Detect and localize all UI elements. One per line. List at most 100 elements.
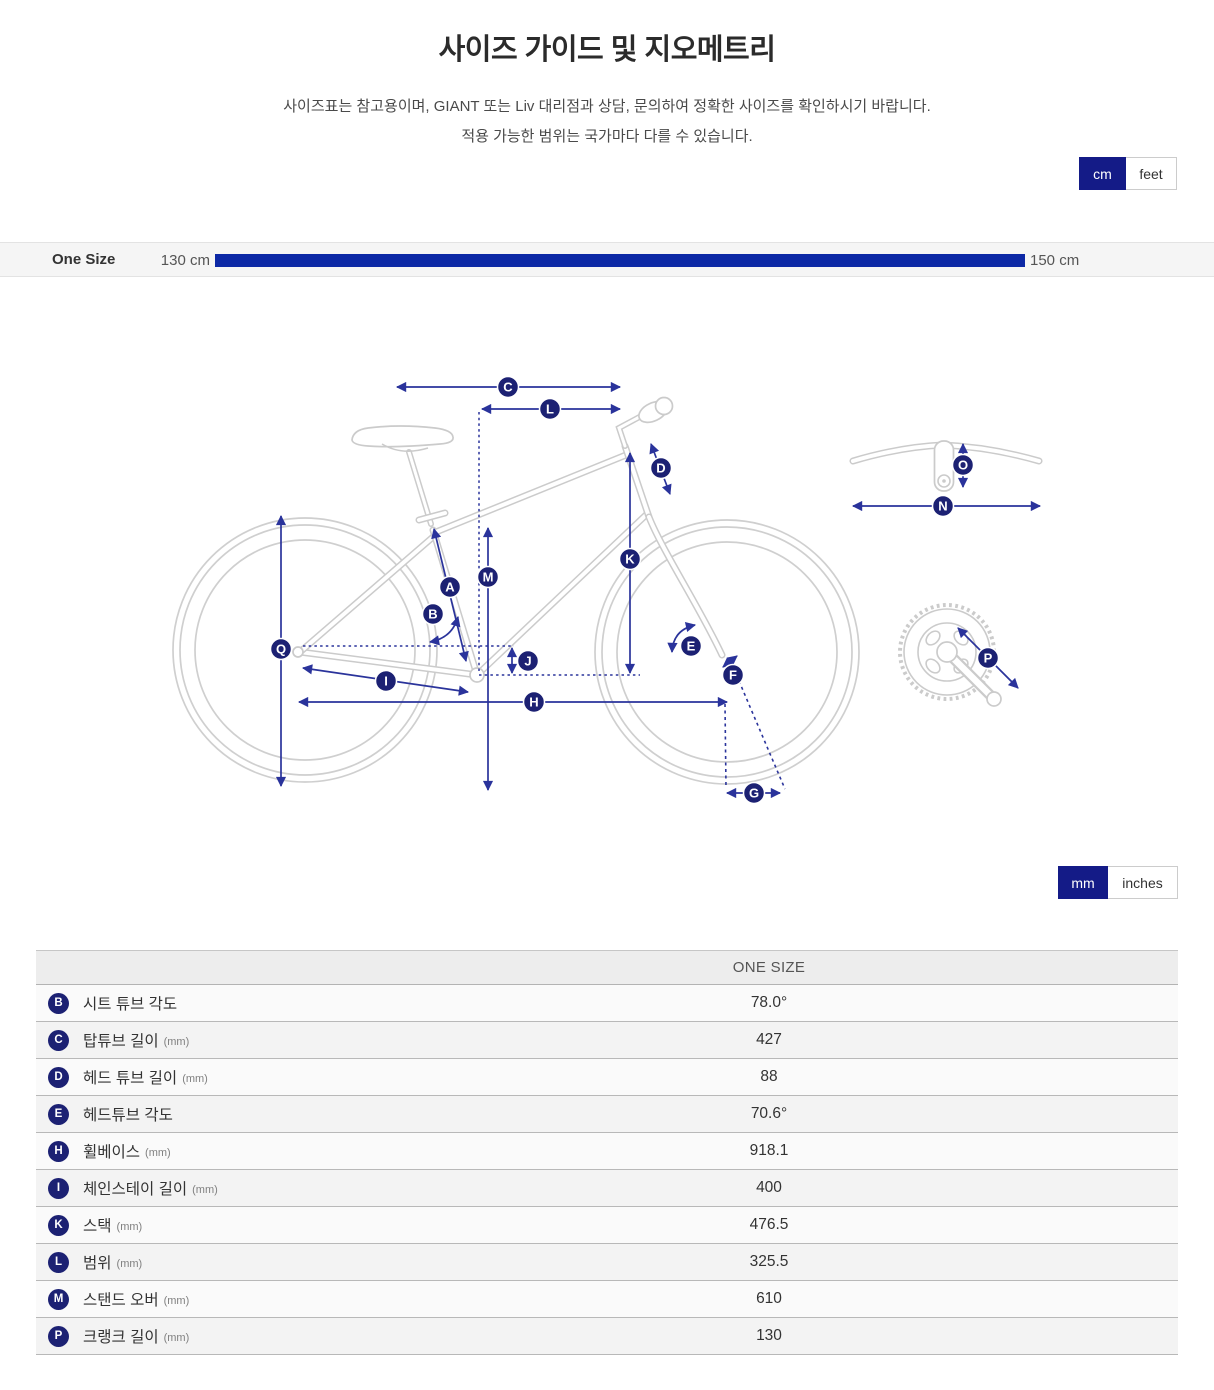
trail-vertical-line [724, 703, 727, 789]
mm-toggle-button[interactable]: mm [1058, 866, 1108, 899]
row-label: 범위 [83, 1255, 112, 1272]
diagram-label-h: H [522, 690, 546, 714]
diagram-label-g: G [742, 781, 766, 805]
table-row: D 헤드 튜브 길이 (mm) 88 [36, 1059, 1178, 1096]
header-spacer-cell [36, 951, 360, 984]
row-label-cell: E 헤드튜브 각도 [36, 1103, 360, 1125]
size-max-value: 150 cm [1030, 252, 1080, 269]
subtitle-line-1: 사이즈표는 참고용이며, GIANT 또는 Liv 대리점과 상담, 문의하여 … [283, 98, 931, 115]
row-label-cell: C 탑튜브 길이 (mm) [36, 1029, 360, 1051]
row-value: 325.5 [749, 1253, 789, 1270]
row-unit: (mm) [116, 1220, 143, 1233]
diagram-label-f: F [721, 663, 745, 687]
svg-text:F: F [729, 668, 737, 683]
dim-fork-offset [722, 655, 738, 668]
svg-text:O: O [958, 458, 968, 473]
row-unit: (mm) [163, 1294, 190, 1307]
diagram-label-e: E [679, 634, 703, 658]
dim-head-angle-arc [667, 622, 696, 654]
diagram-label-j: J [516, 649, 540, 673]
row-value: 78.0° [750, 994, 788, 1011]
svg-text:B: B [428, 607, 437, 622]
diagram-label-a: A [438, 575, 462, 599]
svg-text:L: L [546, 402, 554, 417]
steering-axis-line [738, 680, 786, 790]
row-value: 918.1 [749, 1142, 789, 1159]
svg-text:A: A [445, 580, 455, 595]
svg-text:D: D [656, 461, 665, 476]
row-unit: (mm) [192, 1183, 218, 1196]
svg-text:K: K [625, 552, 635, 567]
cm-toggle-button[interactable]: cm [1079, 157, 1126, 190]
svg-text:M: M [483, 570, 494, 585]
row-letter-badge: M [48, 1288, 69, 1310]
row-value: 476.5 [749, 1216, 789, 1233]
row-label: 헤드 튜브 길이 [83, 1070, 178, 1087]
row-letter-badge: H [48, 1140, 69, 1162]
row-label: 스택 [83, 1218, 112, 1235]
front-wheel-drawing [594, 519, 860, 785]
row-letter-badge: B [48, 992, 69, 1014]
inches-toggle-button[interactable]: inches [1108, 866, 1178, 899]
row-value: 70.6° [750, 1105, 788, 1122]
geometry-diagram: C L D A B M K Q J I H E F G O N P [172, 375, 1043, 805]
svg-text:I: I [384, 674, 388, 689]
row-label: 탑튜브 길이 [83, 1033, 159, 1050]
svg-text:P: P [984, 651, 993, 666]
diagram-label-k: K [618, 547, 642, 571]
height-unit-toggle: cm feet [1079, 157, 1177, 190]
row-label: 휠베이스 [83, 1144, 141, 1161]
table-row: I 체인스테이 길이 (mm) 400 [36, 1170, 1178, 1207]
table-row: P 크랭크 길이 (mm) 130 [36, 1318, 1178, 1355]
table-row: M 스탠드 오버 (mm) 610 [36, 1281, 1178, 1318]
row-label: 스탠드 오버 [83, 1292, 159, 1309]
one-size-label: One Size [52, 251, 116, 268]
row-letter-badge: E [48, 1103, 69, 1125]
table-row: C 탑튜브 길이 (mm) 427 [36, 1022, 1178, 1059]
table-row: E 헤드튜브 각도 70.6° [36, 1096, 1178, 1133]
diagram-label-c: C [496, 375, 520, 399]
feet-toggle-button[interactable]: feet [1126, 157, 1177, 190]
diagram-label-q: Q [269, 637, 293, 661]
dim-seat-angle-arc [428, 616, 461, 646]
diagram-label-n: N [931, 494, 955, 518]
row-letter-badge: I [48, 1177, 69, 1199]
row-unit: (mm) [163, 1331, 190, 1344]
row-unit: (mm) [145, 1146, 171, 1159]
svg-text:G: G [749, 786, 759, 801]
row-label-cell: L 범위 (mm) [36, 1251, 360, 1273]
row-value: 88 [760, 1068, 778, 1085]
geometry-table-body: B 시트 튜브 각도 78.0° C 탑튜브 길이 (mm) 427 D 헤드 … [36, 985, 1178, 1355]
table-row: B 시트 튜브 각도 78.0° [36, 985, 1178, 1022]
row-value: 130 [756, 1327, 782, 1344]
row-label-cell: M 스탠드 오버 (mm) [36, 1288, 360, 1310]
geometry-table: ONE SIZE B 시트 튜브 각도 78.0° C 탑튜브 길이 (mm) … [36, 950, 1178, 1355]
svg-text:Q: Q [276, 642, 286, 657]
row-label-cell: K 스택 (mm) [36, 1214, 360, 1236]
page-subtitle: 사이즈표는 참고용이며, GIANT 또는 Liv 대리점과 상담, 문의하여 … [0, 92, 1214, 152]
geometry-table-header: ONE SIZE [36, 950, 1178, 985]
row-value: 400 [756, 1179, 782, 1196]
row-unit: (mm) [116, 1257, 143, 1270]
row-unit: (mm) [182, 1072, 208, 1085]
table-row: L 범위 (mm) 325.5 [36, 1244, 1178, 1281]
table-row: K 스택 (mm) 476.5 [36, 1207, 1178, 1244]
handlebar-figure [849, 440, 1043, 492]
size-guide-strip: One Size 130 cm 150 cm [0, 242, 1214, 277]
saddle-drawing [351, 425, 454, 452]
row-letter-badge: P [48, 1325, 69, 1347]
row-label: 시트 튜브 각도 [83, 996, 178, 1013]
row-label: 체인스테이 길이 [83, 1181, 188, 1198]
one-size-column-header: ONE SIZE [732, 959, 806, 976]
svg-text:H: H [529, 695, 538, 710]
row-label-cell: D 헤드 튜브 길이 (mm) [36, 1066, 360, 1088]
diagram-label-m: M [476, 565, 500, 589]
diagram-label-i: I [374, 669, 398, 693]
row-label-cell: P 크랭크 길이 (mm) [36, 1325, 360, 1347]
row-label: 헤드튜브 각도 [83, 1107, 173, 1124]
row-label-cell: H 휠베이스 (mm) [36, 1140, 360, 1162]
row-letter-badge: L [48, 1251, 69, 1273]
row-value: 427 [756, 1031, 782, 1048]
row-value: 610 [756, 1290, 782, 1307]
size-min-value: 130 cm [160, 252, 210, 269]
